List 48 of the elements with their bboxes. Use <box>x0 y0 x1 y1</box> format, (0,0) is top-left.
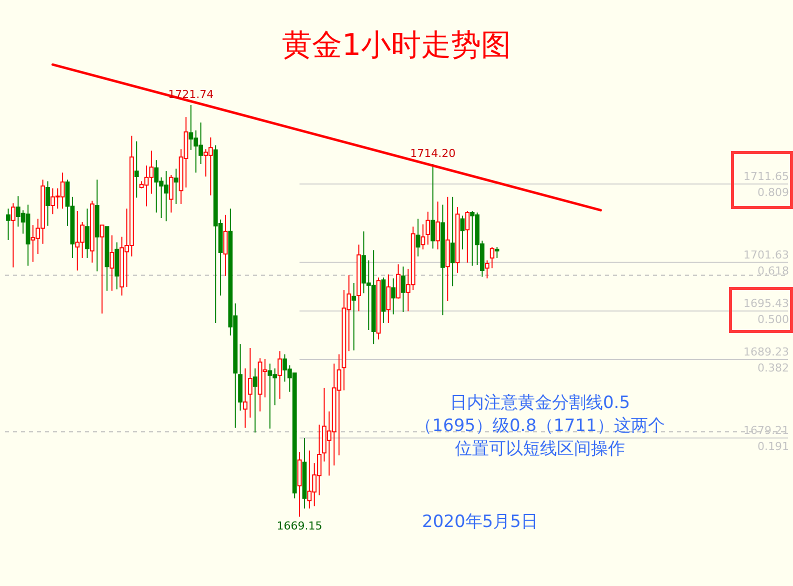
annotation: 1714.20 <box>410 147 456 160</box>
candlestick <box>85 208 90 258</box>
candlestick <box>420 224 426 250</box>
candlestick <box>46 180 50 226</box>
annotation: 位置可以短线区间操作 <box>455 439 625 459</box>
ref-line-label: 1689.23 <box>744 346 789 359</box>
candlestick <box>490 246 494 269</box>
candlestick <box>416 218 420 257</box>
candlestick <box>391 278 396 315</box>
annotation: 0.382 <box>758 362 789 375</box>
annotation: 1669.15 <box>276 520 322 533</box>
candlestick <box>6 208 10 240</box>
annotation: 0.191 <box>758 440 789 453</box>
candlestick <box>252 368 258 434</box>
candlestick <box>168 174 174 214</box>
annotation: 0.500 <box>758 312 789 326</box>
ref-line-label: 1679.21 <box>744 424 789 437</box>
ref-line-label: 1701.63 <box>744 248 789 262</box>
candlestick <box>248 348 252 418</box>
candlestick <box>278 350 282 400</box>
candlestick <box>243 368 248 428</box>
candlestick <box>426 211 430 246</box>
candlestick <box>430 164 436 250</box>
text: 黄金1小时走势图 <box>282 28 512 63</box>
annotation: 日内注意黄金分割线0.5 <box>450 393 630 413</box>
candlestick <box>100 224 104 314</box>
candlestick <box>174 168 178 204</box>
candlestick <box>10 202 16 268</box>
ref-line-label: 1711.65 <box>744 170 789 183</box>
candlestick <box>396 264 400 300</box>
candlestick <box>484 260 490 279</box>
candlestick <box>110 234 114 292</box>
annotation: 0.809 <box>758 186 789 199</box>
candlestick <box>352 282 356 351</box>
candlestick <box>460 215 465 250</box>
annotation: 0.618 <box>758 264 789 278</box>
candlestick <box>386 274 391 324</box>
annotation: （1695）级0.8（1711）这两个 <box>415 416 665 436</box>
candlestick <box>223 214 228 276</box>
ref-line-label: 1695.43 <box>744 296 789 310</box>
annotation: 2020年5月5日 <box>422 512 538 532</box>
candlestick <box>401 266 406 312</box>
candlestick <box>436 201 440 250</box>
annotation: 1721.74 <box>168 88 214 101</box>
candlestick <box>494 246 500 258</box>
candlestick <box>465 210 470 264</box>
candlestick <box>134 140 139 198</box>
candlestick <box>450 196 455 287</box>
